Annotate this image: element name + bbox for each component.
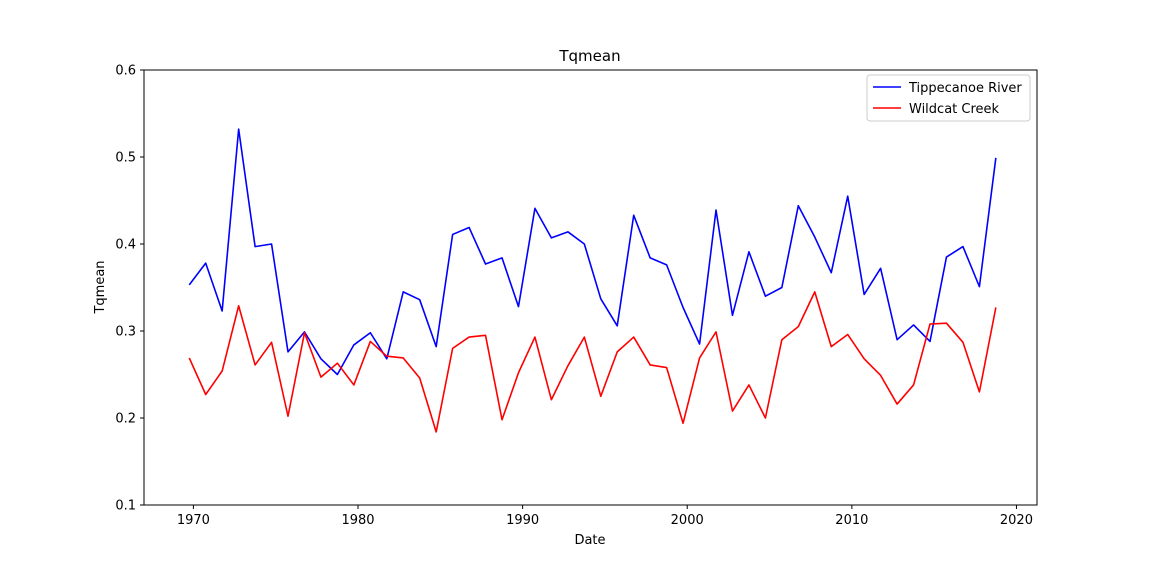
y-tick-label: 0.1 bbox=[115, 499, 136, 514]
y-tick-label: 0.4 bbox=[115, 238, 136, 253]
x-tick-label: 2010 bbox=[835, 513, 868, 528]
y-axis-label: Tqmean bbox=[93, 260, 108, 314]
axes-frame bbox=[143, 69, 1038, 506]
x-axis-label: Date bbox=[574, 533, 605, 548]
series-line-2 bbox=[188, 291, 997, 433]
series-line-1 bbox=[188, 128, 997, 376]
y-tick-label: 0.6 bbox=[115, 64, 136, 79]
chart-title: Tqmean bbox=[558, 47, 620, 65]
legend-label: Tippecanoe River bbox=[908, 81, 1022, 96]
plot-area: 0.1 0.2 0.3 0.4 0.5 0.6 1970 1980 1990 2000 2010 20… bbox=[115, 64, 1038, 528]
x-tick-label: 1990 bbox=[506, 513, 539, 528]
y-tick-label: 0.5 bbox=[115, 151, 136, 166]
y-tick-label: 0.3 bbox=[115, 325, 136, 340]
legend-box bbox=[866, 74, 1031, 122]
y-tick-label: 0.2 bbox=[115, 412, 136, 427]
x-tick-label: 2020 bbox=[1000, 513, 1033, 528]
legend-label: Wildcat Creek bbox=[909, 102, 1000, 117]
legend: Tippecanoe River Wildcat Creek bbox=[866, 74, 1031, 122]
x-tick-label: 1970 bbox=[177, 513, 210, 528]
x-tick-label: 1980 bbox=[341, 513, 374, 528]
x-tick-label: 2000 bbox=[671, 513, 704, 528]
